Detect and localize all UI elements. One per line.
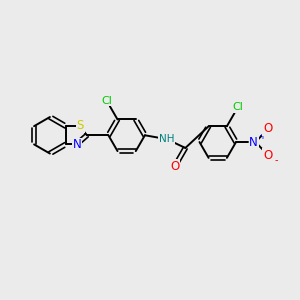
Text: N: N: [73, 139, 81, 152]
Text: Cl: Cl: [101, 96, 112, 106]
Text: O: O: [263, 122, 272, 135]
Text: -: -: [274, 155, 278, 165]
Text: +: +: [258, 130, 266, 141]
Text: O: O: [263, 149, 272, 162]
Text: S: S: [76, 119, 84, 132]
Text: Cl: Cl: [232, 102, 243, 112]
Text: NH: NH: [159, 134, 174, 144]
Text: N: N: [249, 136, 258, 148]
Text: O: O: [170, 160, 179, 173]
